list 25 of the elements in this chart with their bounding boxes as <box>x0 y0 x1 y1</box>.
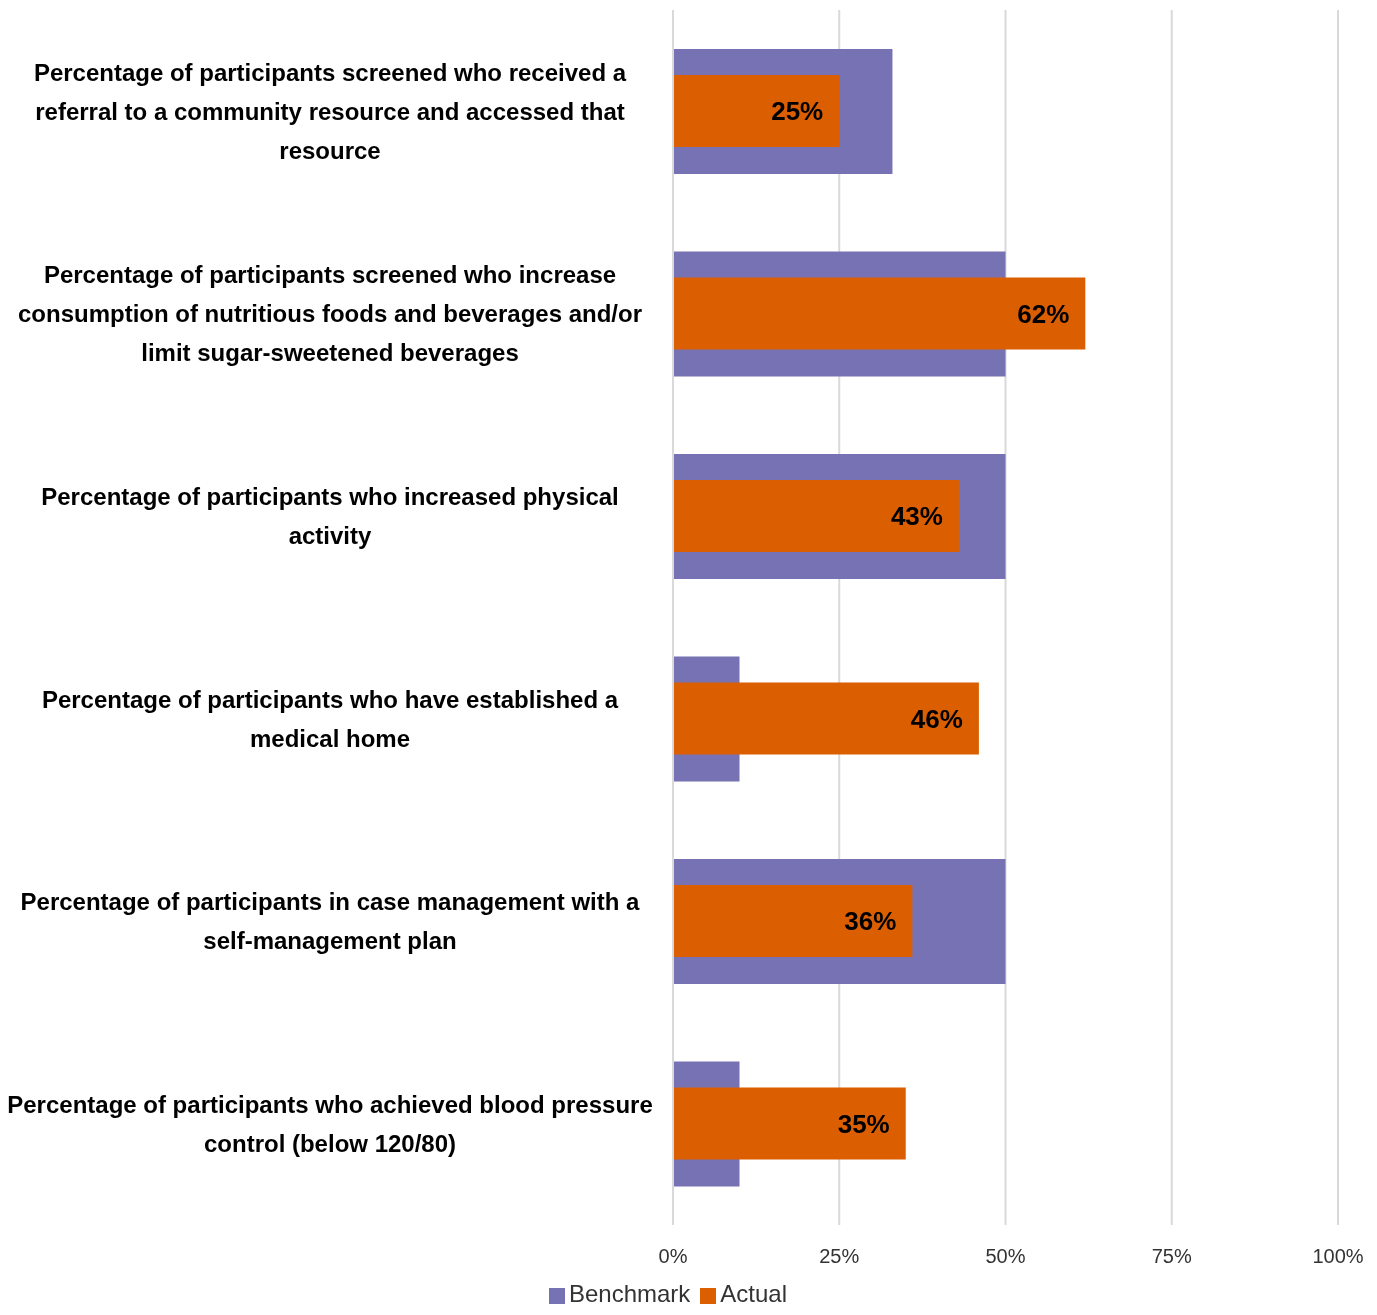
bar <box>673 480 959 552</box>
data-label: 43% <box>890 501 943 531</box>
bar <box>673 682 979 755</box>
bar <box>673 277 1086 350</box>
y-tick-label: Percentage of participants screened who increase consumption of nutritious foods and beverages and/or limit sugar-sweetened beverages <box>16 260 643 369</box>
legend-label: Actual <box>720 1280 788 1307</box>
y-tick-label: Percentage of participants who achieved blood pressure control (below 120/80) <box>7 1089 654 1159</box>
data-label: 46% <box>910 703 963 734</box>
bar <box>673 885 913 957</box>
y-tick-label: Percentage of participants who have established a medical home <box>40 684 620 754</box>
y-tick-label: Percentage of participants in case management with a self-management plan <box>19 887 641 957</box>
data-label: 35% <box>837 1108 890 1139</box>
bar <box>673 75 840 147</box>
data-label: 36% <box>844 906 897 936</box>
data-label: 25% <box>771 96 824 126</box>
y-tick-label: Percentage of participants screened who received a referral to a community resource and accessed that resource <box>32 57 628 166</box>
y-tick-label: Percentage of participants who increased physical activity <box>40 482 620 552</box>
x-tick-label: 50% <box>985 1245 1026 1268</box>
x-tick-label: 100% <box>1312 1245 1364 1268</box>
legend-label: Benchmark <box>568 1280 691 1307</box>
x-tick-label: 75% <box>1151 1245 1192 1268</box>
data-label: 62% <box>1017 298 1070 329</box>
bar <box>673 1087 906 1160</box>
x-tick-label: 0% <box>658 1245 688 1268</box>
x-tick-label: 25% <box>819 1245 860 1268</box>
